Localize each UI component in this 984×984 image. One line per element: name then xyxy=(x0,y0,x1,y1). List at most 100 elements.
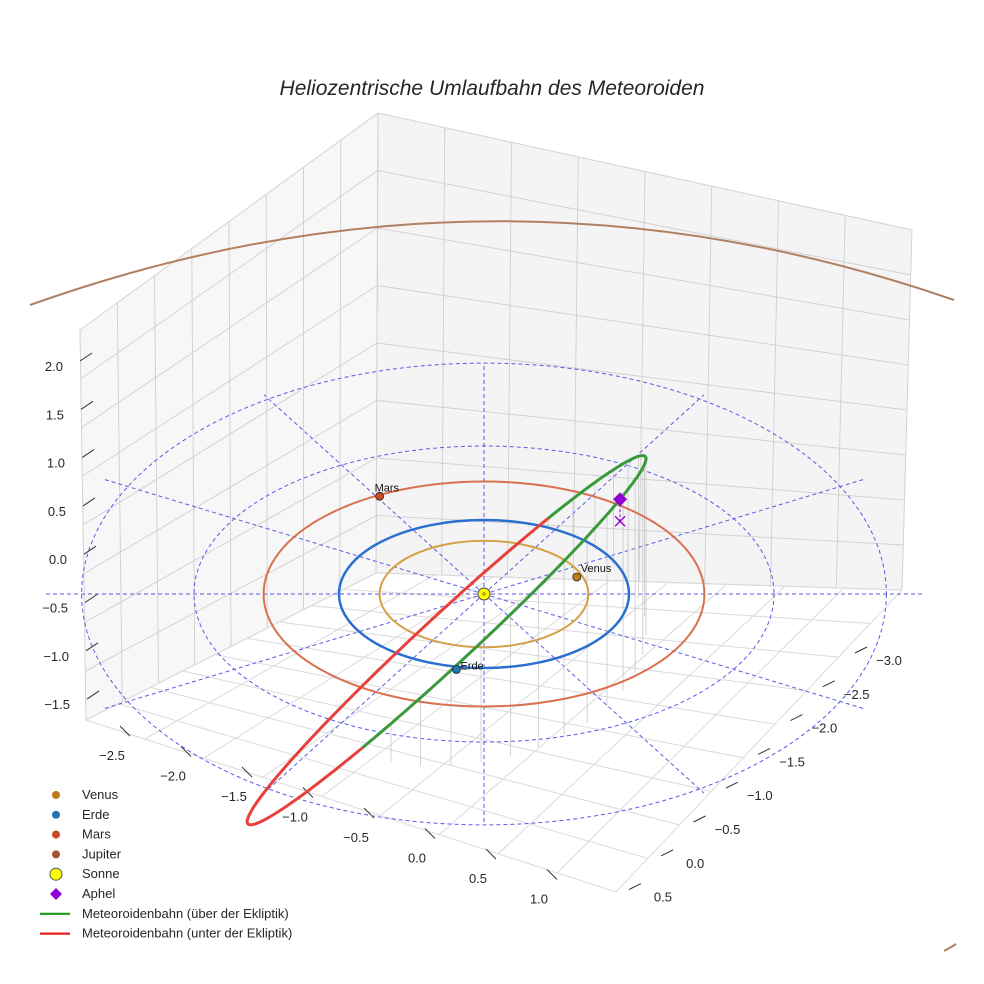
floor-grid-line xyxy=(85,719,617,893)
z-tick xyxy=(85,642,99,652)
grid-line xyxy=(82,342,378,526)
y-tick-label: −1.5 xyxy=(779,754,805,769)
grid-line xyxy=(377,112,913,231)
legend-swatch xyxy=(49,867,63,881)
y-tick-label: −0.5 xyxy=(715,822,741,837)
grid-line xyxy=(79,112,379,331)
legend-swatch xyxy=(52,791,60,799)
axis-ticks: 2.0 1.5 1.0 0.5 0.0 −0.5 −1.0 −1.5 −2.5 −2.0 −1.5 −… xyxy=(42,352,902,907)
x-tick xyxy=(424,828,436,839)
z-tick-label: −1.0 xyxy=(43,649,69,664)
grid-line xyxy=(84,457,377,623)
x-tick-label: −1.0 xyxy=(282,810,308,825)
grid-line xyxy=(377,170,911,276)
y-tick xyxy=(822,680,835,688)
y-tick-label: −3.0 xyxy=(876,653,902,668)
grid-line xyxy=(83,400,378,575)
z-tick xyxy=(80,400,94,410)
legend-swatch xyxy=(50,888,62,900)
z-tick-label: 1.0 xyxy=(47,456,65,471)
z-tick-label: −0.5 xyxy=(42,601,68,616)
z-tick-label: 2.0 xyxy=(45,359,63,374)
z-tick xyxy=(81,449,95,459)
floor-grid-line xyxy=(144,574,435,740)
floor-grid-line xyxy=(85,572,377,721)
grid-line xyxy=(376,457,905,501)
z-tick xyxy=(83,545,97,555)
y-tick-label: 0.5 xyxy=(654,890,672,905)
x-tick-label: 0.5 xyxy=(469,871,487,886)
floor-grid-line xyxy=(439,583,727,836)
planet-orbits xyxy=(262,480,706,708)
z-tick-label: 1.5 xyxy=(46,407,64,422)
legend-swatch xyxy=(52,830,60,839)
legend-label: Mars xyxy=(82,827,111,842)
legend: Venus Erde Mars Jupiter Sonne Aphel Meteoroide… xyxy=(40,787,292,941)
y-tick-label: 0.0 xyxy=(686,856,704,871)
legend-label: Sonne xyxy=(82,866,120,881)
x-tick xyxy=(241,766,253,778)
back-pane xyxy=(376,113,912,590)
floor-grid-line xyxy=(150,686,680,826)
orbit-erde xyxy=(337,518,631,670)
chart-title: Heliozentrische Umlaufbahn des Meteoroid… xyxy=(280,77,705,100)
ecliptic-spoke xyxy=(263,593,485,794)
y-tick xyxy=(790,714,803,722)
x-tick-label: 0.0 xyxy=(408,851,426,866)
z-tick xyxy=(84,594,98,603)
jupiter-orbit-layer xyxy=(29,220,957,952)
floor-grid-line xyxy=(182,670,712,792)
y-tick-label: −2.0 xyxy=(812,721,838,736)
grid-line xyxy=(81,285,378,477)
grid-line xyxy=(377,285,909,366)
y-tick xyxy=(628,883,642,891)
markers: Venus Erde Mars xyxy=(375,482,628,674)
y-tick-label: −1.0 xyxy=(747,788,773,803)
planet-erde xyxy=(452,665,461,674)
legend-label: Jupiter xyxy=(82,846,122,861)
x-tick-label: −2.0 xyxy=(160,769,186,784)
legend-label: Erde xyxy=(82,807,109,822)
x-tick xyxy=(546,869,558,880)
legend-swatch xyxy=(52,810,60,819)
y-tick xyxy=(725,781,739,789)
aphel-marker xyxy=(613,492,628,507)
orbit-venus xyxy=(378,539,590,649)
legend-label: Aphel xyxy=(82,886,115,901)
z-tick-label: 0.5 xyxy=(48,504,66,519)
floor-grid-line xyxy=(375,572,903,591)
planet-venus xyxy=(572,572,582,582)
y-tick xyxy=(854,646,868,654)
meteoroid-orbit-below xyxy=(245,517,550,827)
z-tick xyxy=(86,690,100,700)
floor-grid-line xyxy=(497,585,786,855)
floor-grid-line xyxy=(321,580,611,797)
z-tick xyxy=(82,497,96,507)
y-tick-label: −2.5 xyxy=(844,687,870,702)
x-tick-label: −0.5 xyxy=(343,830,369,845)
grid-line xyxy=(81,227,378,428)
floor-grid-line xyxy=(247,637,775,725)
floor-grid-line xyxy=(311,605,839,658)
legend-label: Meteoroidenbahn (über der Ekliptik) xyxy=(82,906,289,921)
x-tick-label: −2.5 xyxy=(99,748,125,763)
grid-line xyxy=(80,170,379,380)
z-tick xyxy=(79,352,93,362)
y-tick xyxy=(660,849,674,857)
orbit-drop-lines xyxy=(390,455,647,766)
planet-label: Venus xyxy=(581,563,612,575)
x-tick xyxy=(363,807,375,819)
floor-grid-line xyxy=(118,703,648,859)
legend-label: Meteoroidenbahn (unter der Ekliptik) xyxy=(82,926,292,941)
aphel-projection-x xyxy=(614,515,626,527)
y-tick xyxy=(757,747,771,755)
planet-label: Erde xyxy=(460,660,483,672)
grid-line xyxy=(85,515,377,672)
grid-line xyxy=(377,227,910,321)
jupiter-orbit xyxy=(29,220,955,306)
legend-label: Venus xyxy=(82,787,119,802)
ecliptic-spoke xyxy=(263,394,485,595)
axes-panes xyxy=(79,112,913,893)
sun-core xyxy=(482,592,486,596)
